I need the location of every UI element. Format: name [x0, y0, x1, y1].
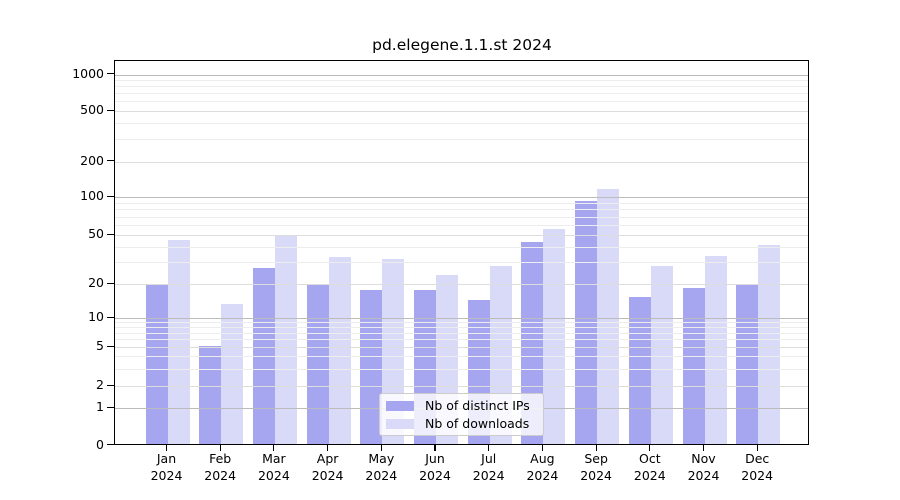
- y-tick-500: [107, 109, 114, 111]
- y-gridline-9: [115, 322, 808, 324]
- y-gridline-5: [115, 347, 808, 348]
- y-gridline-8: [115, 327, 808, 329]
- x-tick-dec-2024: [756, 445, 758, 451]
- bar-nb-of-downloads-sep-2024: [597, 189, 620, 444]
- y-tick-100: [107, 195, 114, 197]
- y-gridline-200: [115, 161, 808, 163]
- x-tick-label-jan-2024: Jan 2024: [150, 451, 183, 483]
- legend-label-downloads: Nb of downloads: [425, 416, 530, 431]
- y-tick-label-1000: 1000: [72, 65, 104, 81]
- y-gridline-90: [115, 202, 808, 204]
- x-tick-jan-2024: [165, 445, 168, 451]
- y-gridline-50: [115, 235, 808, 236]
- y-tick-5: [107, 345, 114, 347]
- x-tick-label-feb-2024: Feb 2024: [204, 451, 237, 483]
- y-tick-200: [107, 160, 114, 162]
- y-tick-label-500: 500: [80, 102, 104, 117]
- y-gridline-100: [115, 197, 808, 198]
- y-gridline-500: [115, 111, 808, 112]
- y-tick-label-1: 1: [96, 399, 104, 414]
- y-gridline-60: [115, 225, 808, 226]
- bar-nb-of-downloads-aug-2024: [543, 229, 566, 444]
- x-tick-mar-2024: [273, 445, 275, 451]
- bar-nb-of-downloads-dec-2024: [758, 245, 781, 444]
- y-tick-1: [107, 406, 114, 408]
- y-tick-50: [107, 233, 114, 235]
- x-tick-jun-2024: [434, 445, 436, 451]
- x-tick-oct-2024: [649, 445, 651, 451]
- bar-nb-of-distinct-ips-nov-2024: [682, 287, 705, 444]
- y-gridline-400: [115, 123, 808, 125]
- chart-title: pd.elegene.1.1.st 2024: [372, 36, 552, 54]
- y-tick-1000: [107, 73, 114, 75]
- bar-nb-of-downloads-oct-2024: [650, 266, 673, 444]
- y-tick-label-2: 2: [96, 377, 104, 392]
- y-tick-label-50: 50: [88, 226, 104, 241]
- bar-nb-of-distinct-ips-may-2024: [360, 290, 383, 444]
- legend-swatch-downloads: [386, 418, 414, 429]
- x-tick-aug-2024: [541, 445, 543, 451]
- y-tick-2: [107, 384, 114, 386]
- x-tick-label-sep-2024: Sep 2024: [580, 451, 612, 483]
- y-gridline-40: [115, 246, 808, 248]
- x-tick-nov-2024: [702, 445, 705, 451]
- y-tick-10: [107, 316, 114, 318]
- x-tick-sep-2024: [595, 445, 597, 451]
- y-gridline-10: [115, 318, 808, 319]
- x-tick-label-oct-2024: Oct 2024: [633, 451, 666, 483]
- x-tick-feb-2024: [219, 445, 221, 451]
- x-tick-label-dec-2024: Dec 2024: [741, 451, 774, 483]
- bar-nb-of-distinct-ips-mar-2024: [252, 268, 275, 444]
- y-gridline-4: [115, 356, 808, 358]
- bar-nb-of-downloads-mar-2024: [274, 234, 297, 444]
- legend-item-distinct-ips: Nb of distinct IPs: [386, 399, 543, 412]
- x-tick-label-aug-2024: Aug 2024: [526, 451, 559, 483]
- bar-nb-of-distinct-ips-jan-2024: [145, 285, 168, 444]
- y-gridline-20: [115, 284, 808, 285]
- x-tick-label-jun-2024: Jun 2024: [419, 451, 451, 483]
- y-gridline-300: [115, 139, 808, 141]
- bar-nb-of-distinct-ips-apr-2024: [306, 285, 329, 444]
- x-tick-label-may-2024: May 2024: [365, 451, 398, 483]
- y-gridline-1000: [115, 74, 808, 76]
- x-tick-label-apr-2024: Apr 2024: [311, 451, 344, 483]
- x-tick-label-jul-2024: Jul 2024: [472, 451, 505, 483]
- y-gridline-2: [115, 386, 808, 387]
- y-gridline-900: [115, 80, 808, 82]
- y-gridline-70: [115, 216, 808, 218]
- y-tick-label-0: 0: [96, 436, 104, 452]
- plot-area: [114, 60, 809, 445]
- bar-nb-of-downloads-jan-2024: [167, 240, 190, 444]
- legend: Nb of distinct IPs Nb of downloads: [379, 393, 544, 436]
- y-tick-label-20: 20: [88, 275, 104, 290]
- x-tick-jul-2024: [488, 445, 490, 451]
- bar-nb-of-downloads-feb-2024: [221, 303, 244, 444]
- legend-item-downloads: Nb of downloads: [386, 417, 543, 430]
- y-tick-label-100: 100: [80, 188, 104, 203]
- x-tick-may-2024: [380, 445, 382, 451]
- y-tick-20: [107, 282, 114, 284]
- bar-nb-of-downloads-apr-2024: [328, 257, 351, 444]
- x-tick-label-nov-2024: Nov 2024: [687, 451, 720, 483]
- x-tick-label-mar-2024: Mar 2024: [257, 451, 290, 483]
- y-tick-0: [107, 444, 114, 446]
- y-gridline-800: [115, 86, 808, 88]
- y-gridline-3: [115, 368, 808, 370]
- bar-nb-of-distinct-ips-feb-2024: [199, 345, 222, 444]
- y-tick-label-5: 5: [96, 338, 104, 353]
- y-gridline-6: [115, 339, 808, 341]
- y-gridline-700: [115, 93, 808, 95]
- bar-nb-of-downloads-nov-2024: [704, 255, 727, 444]
- y-gridline-80: [115, 209, 808, 211]
- legend-label-distinct-ips: Nb of distinct IPs: [425, 398, 530, 413]
- y-tick-label-10: 10: [88, 309, 104, 324]
- legend-swatch-distinct-ips: [386, 400, 414, 411]
- y-gridline-7: [115, 332, 808, 334]
- y-gridline-600: [115, 101, 808, 103]
- x-tick-apr-2024: [327, 445, 329, 451]
- y-gridline-30: [115, 262, 808, 264]
- y-tick-label-200: 200: [80, 152, 104, 168]
- bar-nb-of-distinct-ips-dec-2024: [736, 285, 759, 444]
